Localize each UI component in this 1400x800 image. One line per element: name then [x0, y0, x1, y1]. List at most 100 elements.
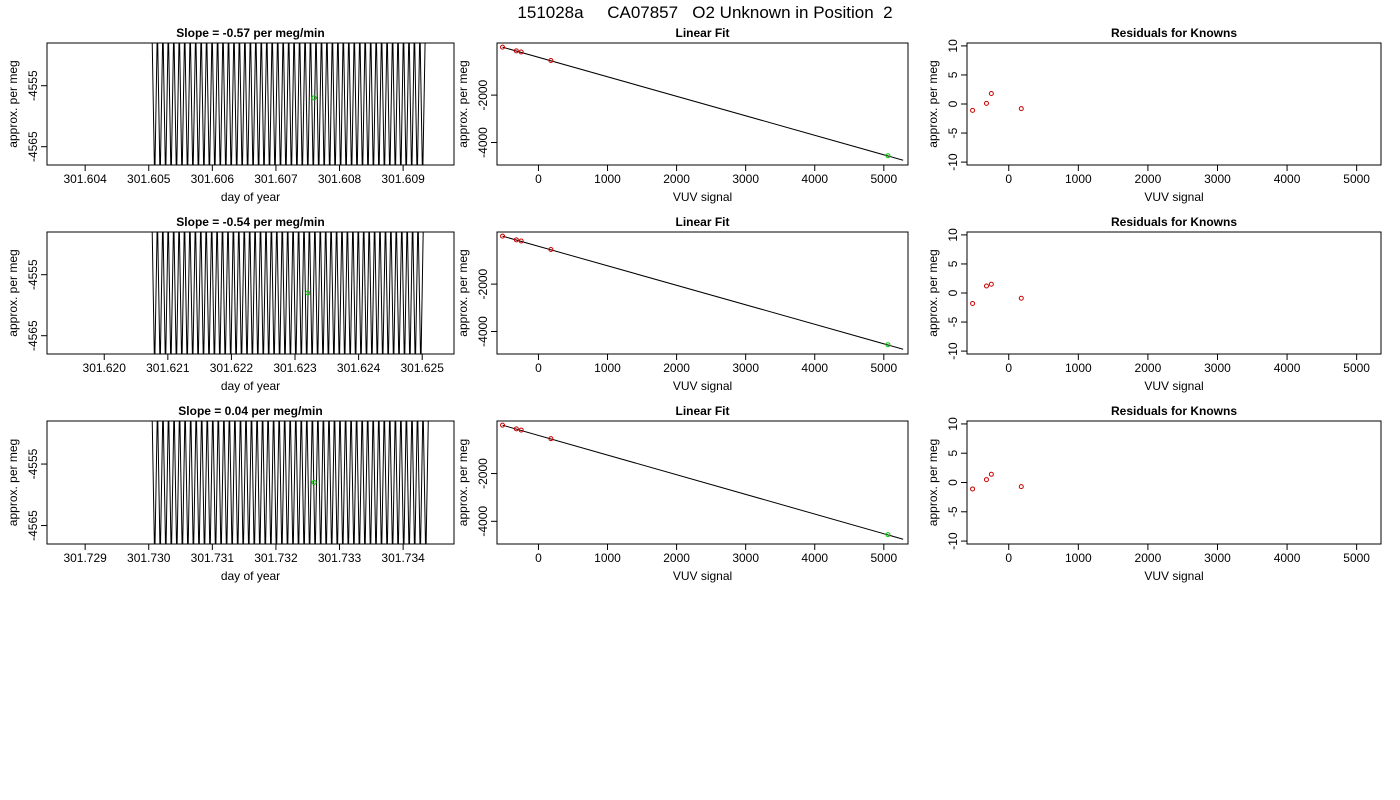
fit-line [502, 424, 904, 540]
plot-frame [966, 420, 1382, 545]
residual-point [1018, 106, 1024, 112]
known-point [500, 44, 506, 50]
x-tick-label: 2000 [1135, 551, 1162, 565]
y-tick-label: -4565 [26, 510, 40, 541]
x-axis-label: VUV signal [673, 569, 732, 583]
x-tick-label: 3000 [1204, 361, 1231, 375]
y-tick-label: -2000 [476, 268, 490, 299]
y-tick-label: -5 [946, 316, 960, 327]
y-tick-label: -4000 [476, 316, 490, 347]
fit-line [502, 46, 904, 161]
x-tick-label: 2000 [663, 172, 690, 186]
residual-point [988, 91, 994, 97]
x-tick-label: 5000 [870, 551, 897, 565]
panel-title: Residuals for Knowns [1111, 404, 1237, 418]
plot-area [151, 232, 424, 354]
x-tick-label: 2000 [663, 551, 690, 565]
panel-title: Residuals for Knowns [1111, 215, 1237, 229]
x-tick-label: 1000 [1065, 172, 1092, 186]
panel-title: Slope = -0.57 per meg/min [176, 26, 324, 40]
fit-line [502, 235, 904, 350]
x-tick-label: 3000 [732, 172, 759, 186]
plot-area [500, 233, 904, 350]
x-tick-label: 0 [535, 551, 542, 565]
x-tick-label: 301.623 [273, 361, 317, 375]
y-tick-label: 10 [946, 228, 960, 242]
x-tick-label: 3000 [1204, 172, 1231, 186]
x-tick-label: 301.624 [337, 361, 381, 375]
x-tick-label: 3000 [732, 551, 759, 565]
y-axis-label: approx. per meg [926, 249, 940, 336]
y-axis-label: approx. per meg [926, 60, 940, 147]
known-point [500, 233, 506, 239]
y-tick-label: 5 [946, 450, 960, 457]
panel-row3-residuals: Residuals for Knowns VUV signal approx. pe… [926, 404, 1382, 583]
panel-title: Linear Fit [675, 215, 729, 229]
known-point [548, 247, 554, 253]
x-tick-label: 1000 [594, 551, 621, 565]
x-tick-label: 1000 [1065, 361, 1092, 375]
x-tick-label: 3000 [1204, 551, 1231, 565]
x-tick-label: 301.622 [210, 361, 254, 375]
plot-area [970, 91, 1024, 113]
x-tick-label: 301.621 [146, 361, 190, 375]
x-tick-label: 4000 [1274, 551, 1301, 565]
y-tick-label: -10 [946, 532, 960, 550]
x-tick-label: 301.625 [401, 361, 445, 375]
residual-point [988, 471, 994, 477]
known-point [513, 237, 519, 243]
x-axis-label: day of year [221, 379, 280, 393]
plot-area [970, 281, 1024, 306]
x-tick-label: 301.729 [63, 551, 107, 565]
residual-point [983, 100, 989, 106]
panel-grid: Slope = -0.57 per meg/min day of year appr… [6, 26, 1382, 583]
y-tick-label: 0 [946, 289, 960, 296]
y-axis-label: approx. per meg [926, 439, 940, 526]
x-tick-label: 5000 [1343, 551, 1370, 565]
plot-area [500, 44, 904, 161]
x-axis-label: VUV signal [1144, 190, 1203, 204]
panel-row2-fit: Linear Fit VUV signal approx. per meg 0 1000… [456, 215, 909, 393]
y-tick-label: -10 [946, 153, 960, 171]
residual-point [1018, 484, 1024, 490]
x-tick-label: 301.734 [381, 551, 425, 565]
residual-point [983, 283, 989, 289]
residual-point [970, 107, 976, 113]
panel-row2-residuals: Residuals for Knowns VUV signal approx. pe… [926, 215, 1382, 393]
x-tick-label: 301.620 [83, 361, 127, 375]
panel-row1-time: Slope = -0.57 per meg/min day of year appr… [6, 26, 455, 204]
x-tick-label: 4000 [1274, 172, 1301, 186]
y-axis-label: approx. per meg [6, 439, 20, 526]
x-tick-label: 2000 [1135, 361, 1162, 375]
x-tick-label: 5000 [870, 361, 897, 375]
x-tick-label: 301.606 [191, 172, 235, 186]
x-axis-label: day of year [221, 190, 280, 204]
y-tick-label: -10 [946, 342, 960, 360]
y-tick-label: 10 [946, 417, 960, 431]
x-tick-label: 301.605 [127, 172, 171, 186]
y-axis-label: approx. per meg [6, 249, 20, 336]
x-tick-label: 301.609 [381, 172, 425, 186]
known-point [518, 49, 524, 55]
panel-title: Linear Fit [675, 404, 729, 418]
x-tick-label: 1000 [594, 361, 621, 375]
plot-frame [496, 231, 909, 355]
y-tick-label: -4565 [26, 320, 40, 351]
plot-area [970, 471, 1024, 492]
y-tick-label: -4555 [26, 259, 40, 290]
panel-title: Linear Fit [675, 26, 729, 40]
plot-area [151, 43, 426, 165]
y-tick-label: -5 [946, 506, 960, 517]
y-tick-label: 5 [946, 260, 960, 267]
y-tick-label: -4555 [26, 70, 40, 101]
data-trace-line [151, 232, 424, 354]
panel-row1-fit: Linear Fit VUV signal approx. per meg 0 1000… [456, 26, 909, 204]
known-point [518, 427, 524, 433]
plot-frame [966, 231, 1382, 355]
x-tick-label: 4000 [801, 361, 828, 375]
plot-frame [496, 42, 909, 166]
data-trace-line [151, 421, 429, 544]
x-tick-label: 5000 [1343, 172, 1370, 186]
x-tick-label: 301.604 [63, 172, 107, 186]
